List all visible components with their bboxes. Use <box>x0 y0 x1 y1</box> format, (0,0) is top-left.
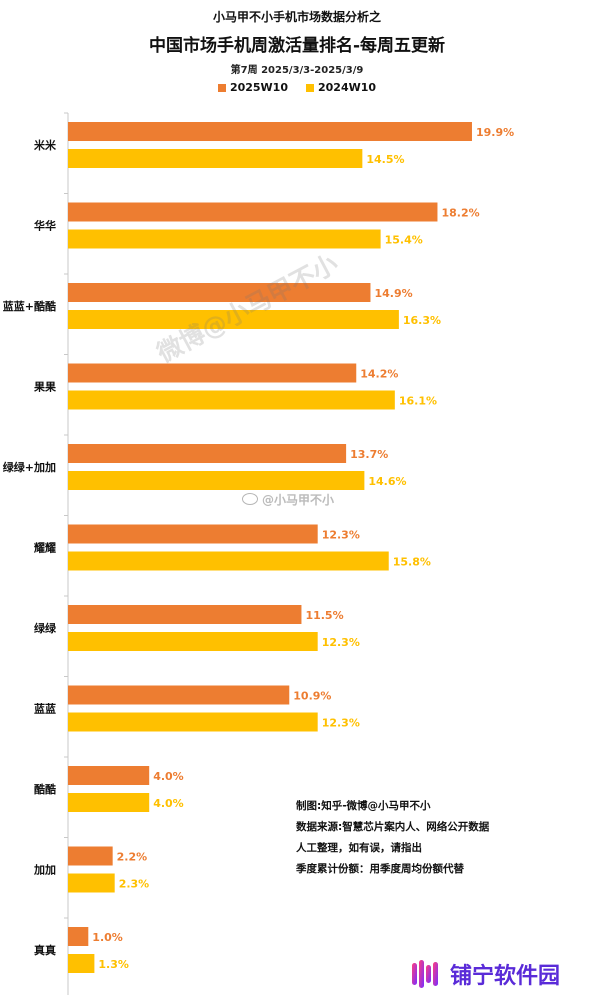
data-label-2024: 12.3% <box>322 717 360 730</box>
legend-label-2024: 2024W10 <box>318 81 377 94</box>
category-label: 果果 <box>33 381 56 394</box>
brand-logo-graphic <box>412 960 438 988</box>
data-label-2025: 18.2% <box>441 207 479 220</box>
category-label: 耀耀 <box>34 541 56 555</box>
notes-block: 制图:知乎-微博@小马甲不小 数据来源:智慧芯片案内人、网络公开数据 人工整理，… <box>296 796 546 880</box>
brand-logo-icon <box>410 958 442 990</box>
category-label: 绿绿 <box>34 621 57 635</box>
bar-2025 <box>68 605 302 624</box>
note-line: 季度累计份额：用季度周均份额代替 <box>296 863 464 875</box>
data-label-2025: 12.3% <box>322 529 360 542</box>
category-label: 酷酷 <box>34 782 56 796</box>
bar-2025 <box>68 283 371 302</box>
category-label: 蓝蓝+酷酷 <box>3 299 56 313</box>
data-label-2025: 1.0% <box>92 931 123 944</box>
legend-swatch-2024 <box>306 83 314 92</box>
legend-swatch-2025 <box>217 83 226 92</box>
bar-2025 <box>68 685 290 705</box>
category-label: 蓝蓝 <box>34 702 56 716</box>
data-label-2024: 15.8% <box>393 556 431 569</box>
note-line: 人工整理，如有误，请指出 <box>296 842 422 854</box>
bar-2024 <box>68 310 399 329</box>
brand-name: 铺宁软件园 <box>450 964 561 989</box>
chart-supertitle: 小马甲不小手机市场数据分析之 <box>212 10 381 24</box>
data-label-2025: 10.9% <box>293 690 331 703</box>
bar-2025 <box>68 122 472 141</box>
note-line: 制图:知乎-微博@小马甲不小 <box>296 800 431 812</box>
chart-subtitle: 第7周 2025/3/3-2025/3/9 <box>230 65 364 76</box>
data-label-2025: 13.7% <box>350 448 388 461</box>
bar-2024 <box>68 471 365 490</box>
bar-2024 <box>68 551 389 571</box>
bar-2025 <box>68 846 113 866</box>
bar-2024 <box>68 632 318 651</box>
chart-title: 中国市场手机周激活量排名-每周五更新 <box>148 36 446 56</box>
legend-item-2024: 2024W10 <box>306 81 376 94</box>
data-label-2024: 2.3% <box>119 878 150 891</box>
data-label-2024: 16.1% <box>399 395 437 408</box>
data-label-2025: 4.0% <box>153 770 184 783</box>
watermark-secondary: @小马甲不小 <box>242 491 334 508</box>
bar-2025 <box>68 524 318 544</box>
data-label-2024: 14.6% <box>368 475 406 488</box>
category-label: 真真 <box>34 943 56 957</box>
legend-label-2025: 2025W10 <box>229 81 288 94</box>
data-label-2025: 19.9% <box>476 126 514 139</box>
note-line: 数据来源:智慧芯片案内人、网络公开数据 <box>296 821 490 833</box>
bar-2024 <box>68 793 150 812</box>
data-label-2024: 15.4% <box>385 234 423 247</box>
category-label: 绿绿+加加 <box>3 460 56 474</box>
bar-2025 <box>68 444 347 463</box>
data-label-2024: 1.3% <box>98 958 129 971</box>
data-label-2024: 14.5% <box>366 153 404 166</box>
bar-2024 <box>68 712 318 732</box>
bar-2024 <box>68 954 95 973</box>
category-label: 华华 <box>34 219 56 233</box>
data-label-2025: 11.5% <box>305 609 343 622</box>
category-label: 米米 <box>33 138 57 152</box>
data-label-2025: 2.2% <box>117 851 148 864</box>
legend-item-2025: 2025W10 <box>217 81 288 94</box>
bar-2024 <box>68 390 395 410</box>
bar-2025 <box>68 927 89 946</box>
bar-2025 <box>68 363 357 383</box>
weibo-eye-icon <box>242 493 258 505</box>
category-label: 加加 <box>33 863 56 877</box>
bar-2024 <box>68 229 381 249</box>
chart-legend: 2025W10 2024W10 <box>0 81 594 94</box>
data-label-2024: 16.3% <box>403 314 441 327</box>
data-label-2025: 14.9% <box>374 287 412 300</box>
bar-2024 <box>68 149 363 168</box>
data-label-2025: 14.2% <box>360 368 398 381</box>
watermark-secondary-text: @小马甲不小 <box>262 493 335 507</box>
bar-2025 <box>68 202 438 222</box>
bar-2024 <box>68 873 115 893</box>
brand-footer[interactable]: 铺宁软件园 <box>410 954 560 994</box>
data-label-2024: 12.3% <box>322 636 360 649</box>
bar-2025 <box>68 766 150 785</box>
data-label-2024: 4.0% <box>153 797 184 810</box>
